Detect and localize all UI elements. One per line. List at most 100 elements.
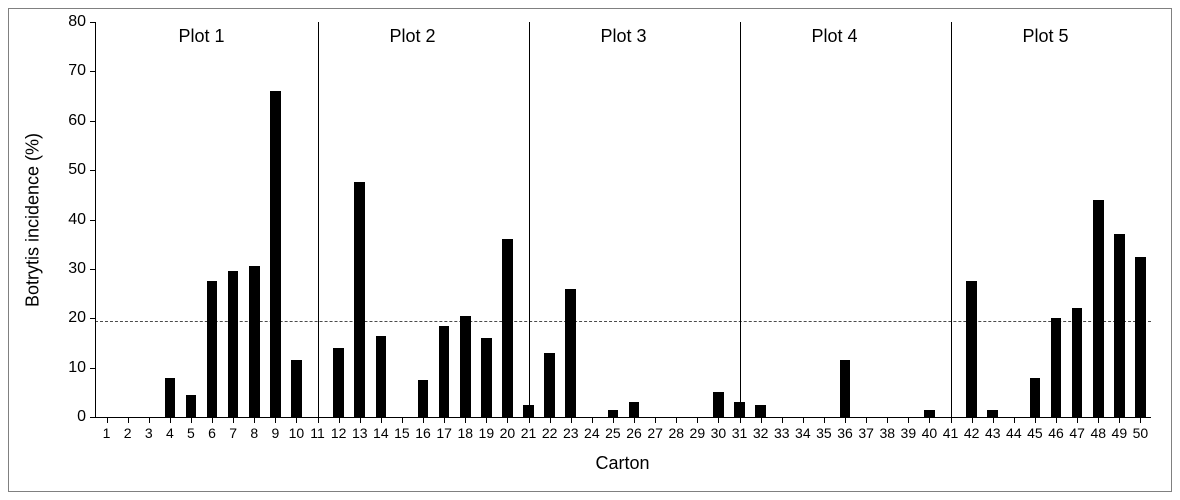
y-tick xyxy=(90,170,96,171)
x-tick-label: 29 xyxy=(690,425,706,441)
x-tick xyxy=(634,417,635,423)
bar xyxy=(544,353,555,417)
y-tick-label: 30 xyxy=(68,260,86,278)
x-tick-label: 18 xyxy=(457,425,473,441)
y-tick-label: 40 xyxy=(68,211,86,229)
bar xyxy=(1051,318,1062,417)
x-tick xyxy=(402,417,403,423)
x-tick-label: 2 xyxy=(124,425,132,441)
x-tick xyxy=(170,417,171,423)
x-tick xyxy=(444,417,445,423)
x-tick-label: 11 xyxy=(310,425,325,441)
y-tick-label: 80 xyxy=(68,13,86,31)
x-tick-label: 43 xyxy=(985,425,1001,441)
x-tick xyxy=(507,417,508,423)
bar xyxy=(966,281,977,417)
x-axis-title: Carton xyxy=(595,453,649,474)
bar xyxy=(608,410,619,417)
x-tick xyxy=(1140,417,1141,423)
bar xyxy=(481,338,492,417)
x-tick-label: 30 xyxy=(711,425,727,441)
x-tick-label: 1 xyxy=(103,425,111,441)
x-tick-label: 12 xyxy=(331,425,347,441)
x-tick-label: 14 xyxy=(373,425,389,441)
x-tick xyxy=(951,417,952,423)
y-tick xyxy=(90,318,96,319)
bar xyxy=(207,281,218,417)
y-tick-label: 10 xyxy=(68,359,86,377)
x-tick xyxy=(381,417,382,423)
x-tick-label: 7 xyxy=(229,425,237,441)
x-tick xyxy=(592,417,593,423)
x-tick xyxy=(339,417,340,423)
x-tick xyxy=(1056,417,1057,423)
x-tick xyxy=(149,417,150,423)
x-tick-label: 47 xyxy=(1069,425,1085,441)
x-tick-label: 44 xyxy=(1006,425,1022,441)
figure: 0102030405060708012345678910111213141516… xyxy=(0,0,1180,500)
bar xyxy=(1072,308,1083,417)
x-tick xyxy=(423,417,424,423)
bar xyxy=(755,405,766,417)
section-boundary xyxy=(740,22,741,417)
bar xyxy=(460,316,471,417)
bar xyxy=(439,326,450,417)
x-tick-label: 36 xyxy=(837,425,853,441)
x-tick xyxy=(972,417,973,423)
section-label: Plot 4 xyxy=(811,26,857,47)
x-tick xyxy=(676,417,677,423)
x-tick-label: 26 xyxy=(626,425,642,441)
section-label: Plot 3 xyxy=(600,26,646,47)
x-tick-label: 38 xyxy=(879,425,895,441)
x-tick xyxy=(824,417,825,423)
bar xyxy=(376,336,387,417)
bar xyxy=(186,395,197,417)
bar xyxy=(333,348,344,417)
x-tick xyxy=(1014,417,1015,423)
x-tick-label: 16 xyxy=(415,425,431,441)
x-tick-label: 19 xyxy=(479,425,495,441)
x-tick-label: 42 xyxy=(964,425,980,441)
x-tick xyxy=(1035,417,1036,423)
x-tick-label: 40 xyxy=(922,425,938,441)
x-tick-label: 23 xyxy=(563,425,579,441)
x-tick xyxy=(887,417,888,423)
x-tick xyxy=(318,417,319,423)
x-tick xyxy=(1098,417,1099,423)
x-tick xyxy=(761,417,762,423)
x-tick-label: 4 xyxy=(166,425,174,441)
y-tick-label: 50 xyxy=(68,161,86,179)
x-tick xyxy=(740,417,741,423)
x-tick xyxy=(254,417,255,423)
x-tick-label: 6 xyxy=(208,425,216,441)
x-tick-label: 3 xyxy=(145,425,153,441)
section-label: Plot 1 xyxy=(178,26,224,47)
bar xyxy=(840,360,851,417)
x-tick-label: 48 xyxy=(1090,425,1106,441)
x-tick-label: 41 xyxy=(943,425,959,441)
x-tick xyxy=(929,417,930,423)
x-tick xyxy=(550,417,551,423)
section-boundary xyxy=(529,22,530,417)
x-tick-label: 22 xyxy=(542,425,558,441)
reference-line xyxy=(95,321,1151,322)
x-tick xyxy=(718,417,719,423)
y-tick-label: 60 xyxy=(68,112,86,130)
x-tick-label: 49 xyxy=(1112,425,1128,441)
x-tick xyxy=(360,417,361,423)
x-tick-label: 25 xyxy=(605,425,621,441)
x-tick-label: 46 xyxy=(1048,425,1064,441)
x-tick-label: 24 xyxy=(584,425,600,441)
bar xyxy=(1114,234,1125,417)
x-tick xyxy=(866,417,867,423)
x-tick-label: 34 xyxy=(795,425,811,441)
x-tick xyxy=(128,417,129,423)
x-tick-label: 15 xyxy=(394,425,410,441)
y-tick xyxy=(90,269,96,270)
bar xyxy=(270,91,281,417)
bar xyxy=(165,378,176,418)
x-tick-label: 35 xyxy=(816,425,832,441)
bar xyxy=(713,392,724,417)
y-tick xyxy=(90,22,96,23)
x-tick-label: 37 xyxy=(858,425,874,441)
